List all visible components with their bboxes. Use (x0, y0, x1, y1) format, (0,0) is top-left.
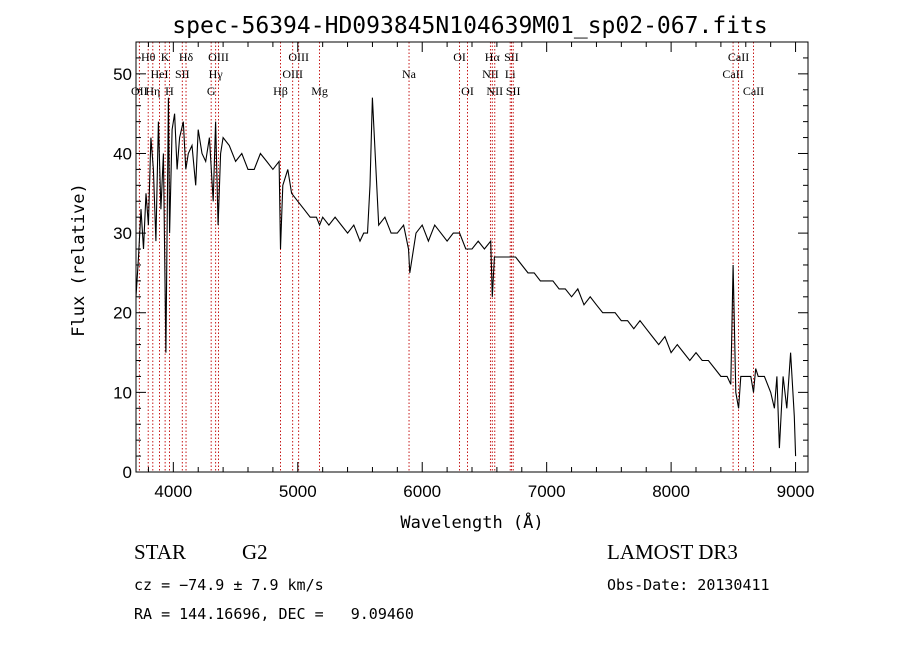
x-tick-label: 8000 (652, 482, 690, 501)
y-tick-label: 0 (123, 463, 132, 482)
spectral-line-label: CaII (722, 67, 743, 81)
spectral-line-label: Hα (485, 50, 501, 64)
spectral-line-label: CaII (728, 50, 749, 64)
y-tick-label: 50 (113, 65, 132, 84)
x-tick-label: 7000 (528, 482, 566, 501)
flux-series-line (136, 98, 796, 456)
spectral-line-label: Na (402, 67, 417, 81)
spectral-subclass: G2 (242, 540, 268, 565)
x-tick-label: 5000 (279, 482, 317, 501)
spectral-line-label: SII (504, 50, 519, 64)
spectral-line-label: K (161, 50, 170, 64)
spectral-line-label: H (165, 84, 174, 98)
spectral-line-label: G (207, 84, 216, 98)
spectral-line-label: Li (505, 67, 516, 81)
spectral-line-label: SII (175, 67, 190, 81)
spectral-class: STAR (134, 540, 186, 565)
spectral-line-label: OIII (282, 67, 303, 81)
spectral-line-label: Hθ (141, 50, 156, 64)
spectral-line-label: OI (461, 84, 474, 98)
y-tick-label: 40 (113, 144, 132, 163)
y-tick-label: 20 (113, 304, 132, 323)
observation-date: Obs-Date: 20130411 (607, 576, 770, 594)
spectral-line-label: OI (453, 50, 466, 64)
y-axis-label: Flux (relative) (69, 183, 89, 337)
plot-frame (136, 42, 808, 472)
spectral-line-label: NII (486, 84, 503, 98)
spectral-line-label: OIII (288, 50, 309, 64)
x-tick-label: 6000 (403, 482, 441, 501)
spectral-line-label: Hδ (179, 50, 194, 64)
spectral-line-label: CaII (743, 84, 764, 98)
x-tick-label: 9000 (777, 482, 815, 501)
spectrum-chart: spec-56394-HD093845N104639M01_sp02-067.f… (0, 0, 900, 540)
spectral-line-label: Hη (145, 84, 160, 98)
spectral-line-label: Hγ (209, 67, 224, 81)
y-tick-label: 10 (113, 383, 132, 402)
spectral-line-label: Hβ (273, 84, 288, 98)
chart-title: spec-56394-HD093845N104639M01_sp02-067.f… (172, 13, 767, 39)
spectral-line-label: Mg (311, 84, 328, 98)
spectral-line-label: SII (506, 84, 521, 98)
survey-name: LAMOST DR3 (607, 540, 738, 565)
coordinates-readout: RA = 144.16696, DEC = 9.09460 (134, 605, 414, 623)
spectral-line-label: HeI (151, 67, 169, 81)
spectral-line-label: OIII (208, 50, 229, 64)
redshift-readout: cz = −74.9 ± 7.9 km/s (134, 576, 324, 594)
y-tick-label: 30 (113, 224, 132, 243)
x-tick-label: 4000 (154, 482, 192, 501)
axis-ticks: 4000 5000 6000 7000 8000 9000 0 10 20 30 40 50 (113, 42, 814, 501)
spectral-line-markers: OIIHθHηHeIKHSIIHδGHγOIIIHβOIIIOIIIMgNaOI… (131, 42, 764, 472)
spectral-line-label: NII (482, 67, 499, 81)
x-axis-label: Wavelength (Å) (400, 511, 543, 533)
